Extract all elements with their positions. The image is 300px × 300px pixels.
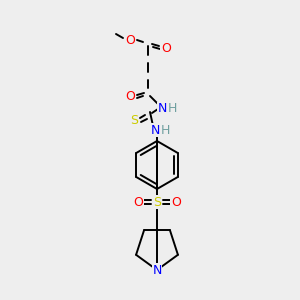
Text: N: N [157,103,167,116]
Text: H: H [167,103,177,116]
Text: O: O [125,34,135,46]
Text: N: N [152,263,162,277]
Text: O: O [161,41,171,55]
Text: S: S [130,115,138,128]
Text: H: H [160,124,170,136]
Text: O: O [125,89,135,103]
Text: O: O [133,196,143,208]
Text: S: S [153,196,161,208]
Text: O: O [171,196,181,208]
Text: N: N [150,124,160,136]
